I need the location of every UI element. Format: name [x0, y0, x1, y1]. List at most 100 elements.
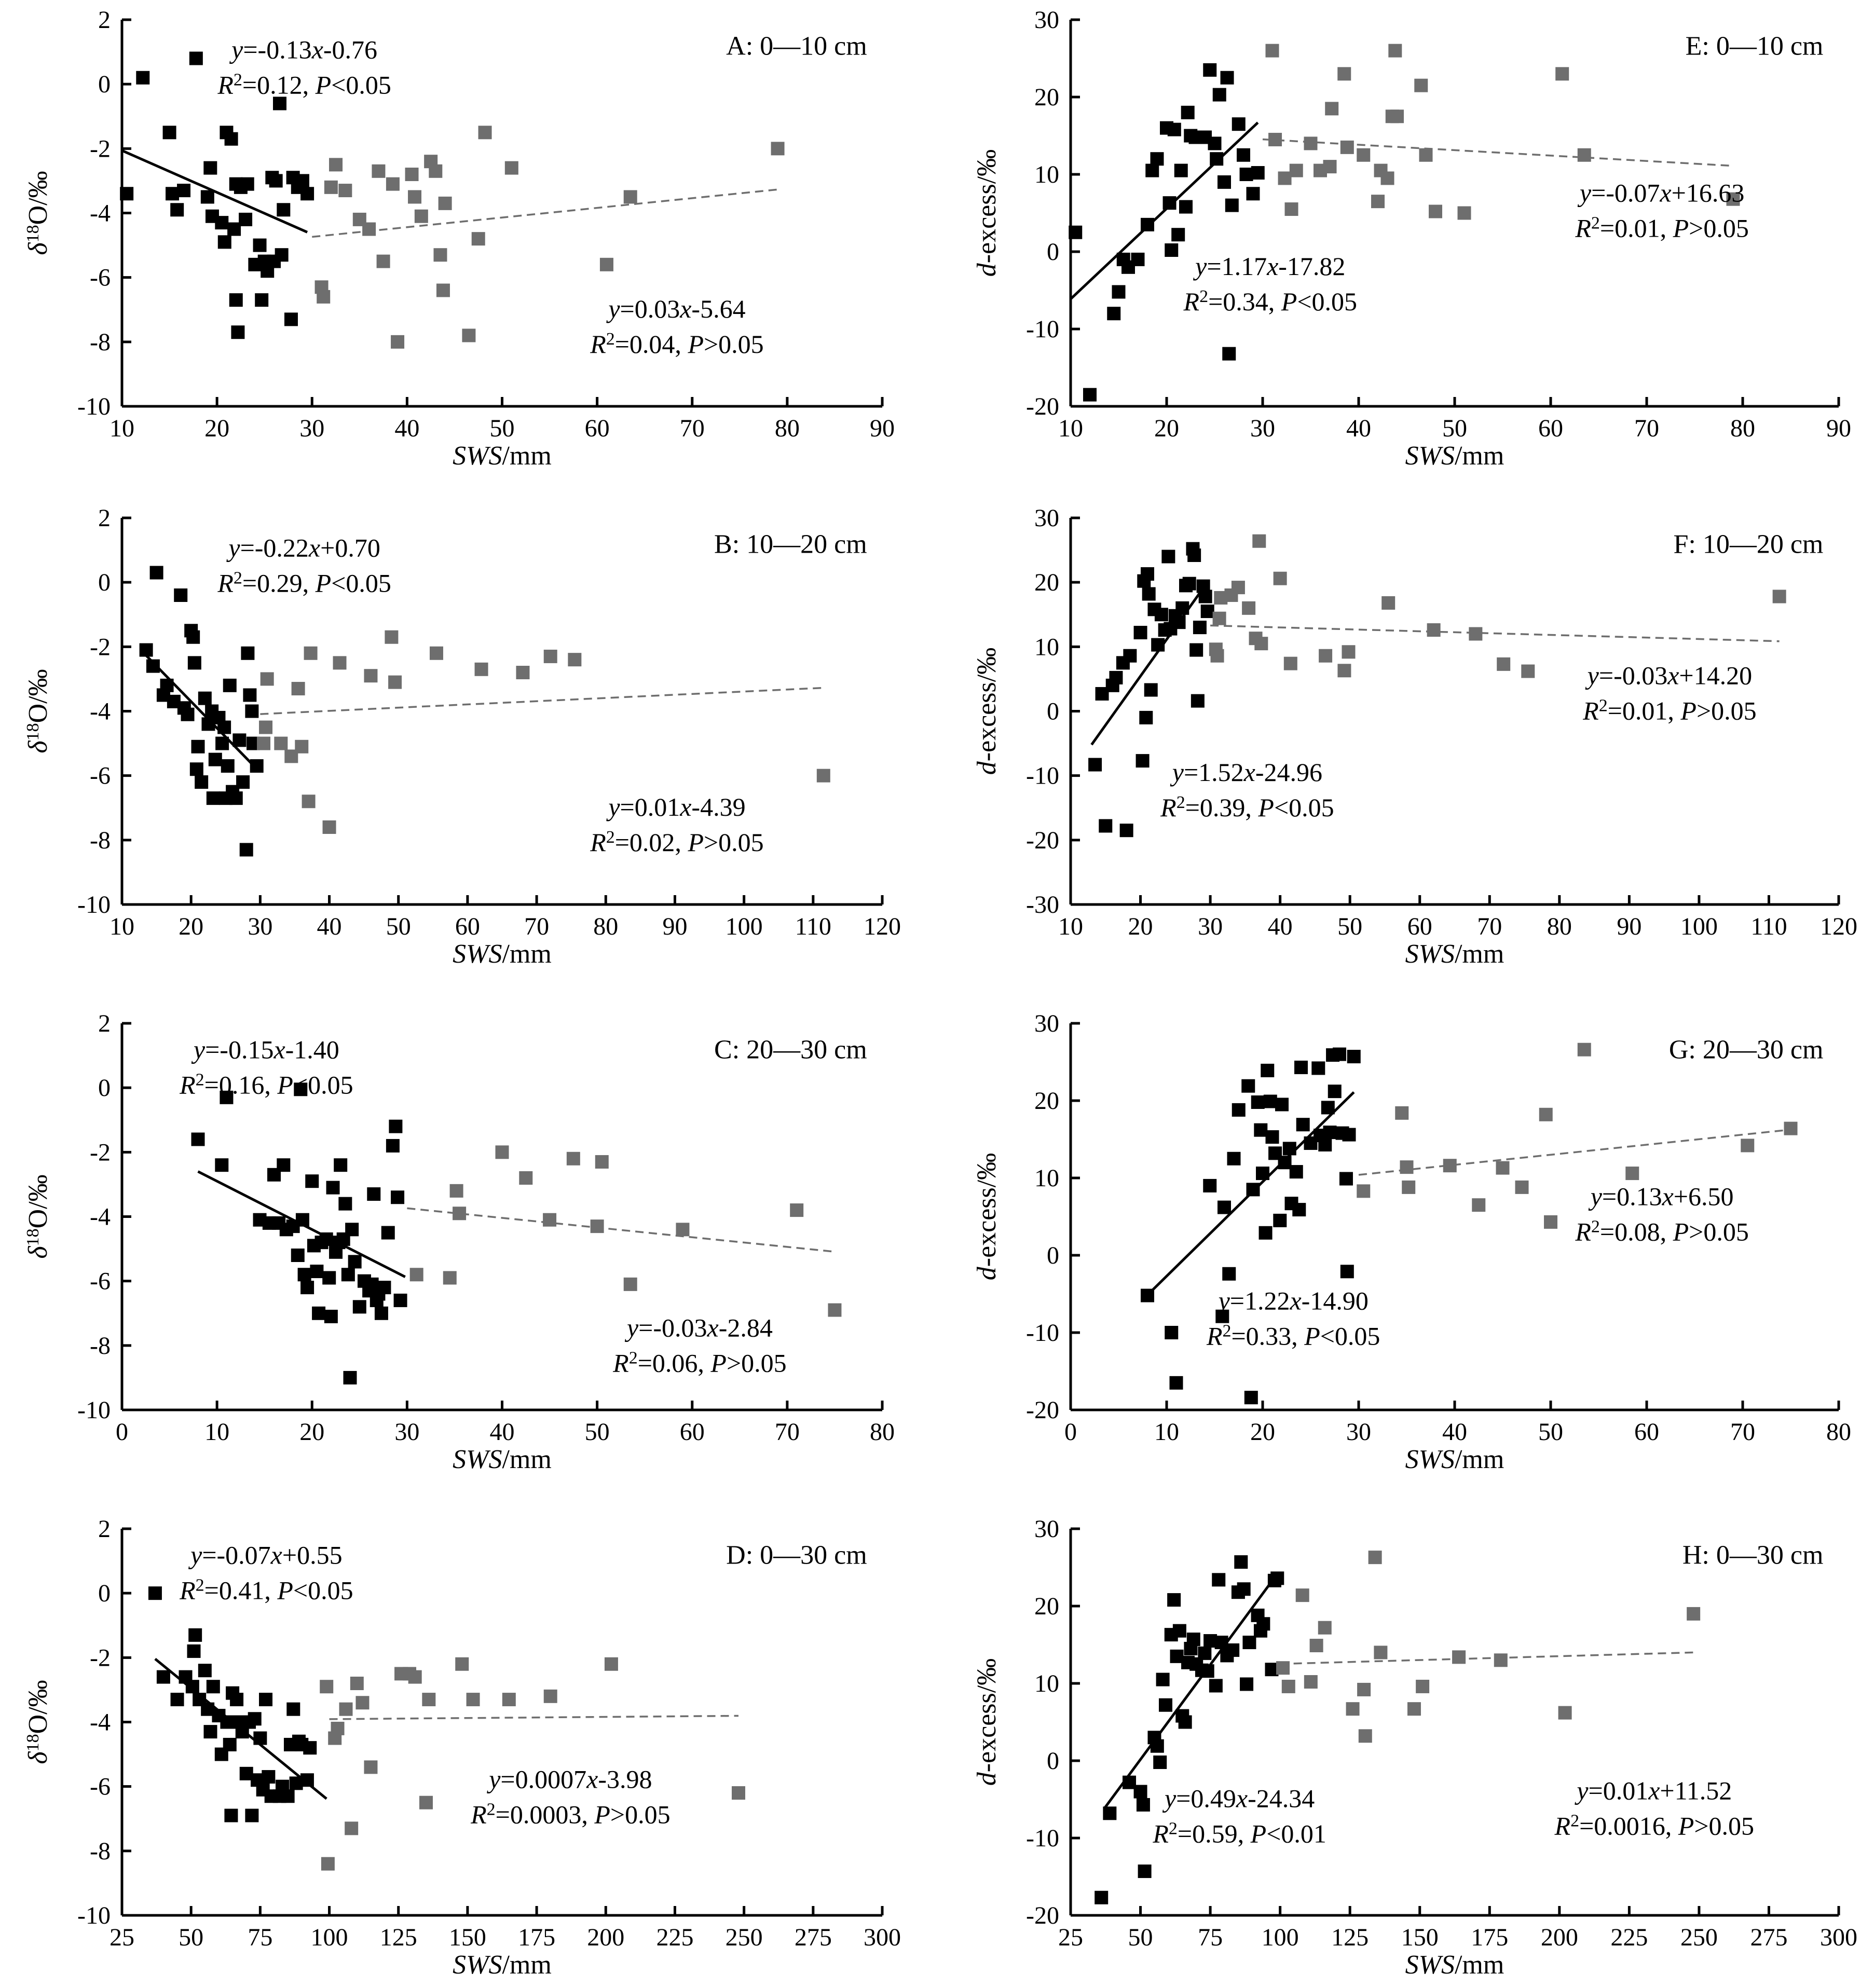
point-low: [1181, 105, 1195, 119]
point-low: [334, 1158, 348, 1172]
point-low: [239, 212, 253, 226]
point-low: [1256, 1167, 1269, 1181]
x-tick-label: 10: [1058, 415, 1083, 442]
point-low: [1226, 1643, 1240, 1657]
point-low: [1136, 1798, 1150, 1812]
y-tick-label: 0: [98, 1580, 111, 1607]
point-high: [1741, 1139, 1755, 1153]
point-low: [303, 1741, 317, 1755]
y-tick-label: -6: [90, 1773, 111, 1801]
point-low: [1278, 1156, 1292, 1170]
point-low: [300, 1773, 314, 1787]
y-tick-label: -2: [90, 135, 111, 162]
fit-stats-high: R2=0.01, P>0.05: [1575, 213, 1749, 242]
point-low: [1296, 1118, 1310, 1132]
point-high: [1357, 148, 1371, 162]
point-high: [1625, 1167, 1639, 1181]
y-tick-label: 0: [1047, 1242, 1059, 1269]
point-low: [200, 190, 214, 204]
panel-f: 10 20 30 40 50 60 70 80 90 100 110 120 -30 -20 -10 0 10 2…: [972, 504, 1857, 969]
point-high: [317, 290, 331, 304]
point-low: [295, 174, 309, 188]
x-tick-label: 50: [490, 415, 515, 442]
panel-b: 10 20 30 40 50 60 70 80 90 100 110 120 -10 -8 -6 -4 -2 0 2…: [23, 504, 901, 969]
point-high: [1268, 132, 1282, 146]
point-low: [1251, 166, 1265, 180]
x-tick-label: 110: [795, 913, 831, 940]
point-low: [1165, 1326, 1179, 1339]
point-high: [1784, 1121, 1798, 1135]
point-low: [223, 1737, 237, 1751]
point-low: [250, 759, 264, 773]
point-low: [1318, 1137, 1332, 1151]
fit-stats-low: R2=0.16, P<0.05: [179, 1070, 353, 1099]
x-tick-label: 50: [1442, 415, 1467, 442]
fit-equation-low: y=1.17x-17.82: [1193, 252, 1345, 281]
x-axis-label: SWS/mm: [453, 441, 552, 471]
y-tick-label: 0: [1047, 698, 1059, 725]
point-low: [208, 752, 222, 766]
y-tick-label: -8: [90, 1332, 111, 1360]
point-high: [1276, 1661, 1290, 1675]
point-low: [322, 1271, 336, 1285]
point-low: [187, 1644, 201, 1658]
y-tick-label: 30: [1034, 504, 1059, 532]
x-tick-label: 20: [1250, 1418, 1275, 1446]
y-tick-label: 30: [1034, 1515, 1059, 1543]
point-high: [1210, 649, 1224, 663]
point-low: [1178, 1715, 1192, 1729]
point-high: [414, 209, 428, 223]
x-tick-label: 30: [248, 913, 272, 940]
x-tick-label: 175: [1471, 1924, 1508, 1951]
point-low: [1232, 1103, 1246, 1117]
point-high: [1265, 44, 1279, 58]
x-tick-label: 250: [1680, 1924, 1718, 1951]
x-tick-label: 30: [1346, 1418, 1371, 1446]
y-tick-label: -6: [90, 1268, 111, 1295]
fit-stats-low: R2=0.34, P<0.05: [1183, 287, 1358, 316]
fit-stats-low: R2=0.12, P<0.05: [217, 71, 391, 100]
point-high: [1357, 1682, 1371, 1696]
point-low: [1186, 1633, 1200, 1647]
point-low: [1174, 163, 1188, 177]
fit-stats-low: R2=0.33, P<0.05: [1206, 1322, 1380, 1351]
x-axis-label: SWS/mm: [453, 1445, 552, 1474]
point-low: [343, 1370, 357, 1384]
x-axis-label: SWS/mm: [453, 1950, 552, 1980]
fit-stats-high: R2=0.08, P>0.05: [1575, 1217, 1749, 1246]
point-high: [274, 736, 288, 750]
point-low: [1198, 589, 1212, 604]
fit-line-low: [121, 149, 308, 234]
point-low: [241, 646, 255, 660]
point-low: [341, 1268, 355, 1282]
fit-equation-low: y=0.49x-24.34: [1162, 1784, 1315, 1813]
point-high: [478, 126, 492, 140]
point-low: [1208, 136, 1222, 150]
point-high: [471, 232, 485, 246]
point-low: [1161, 550, 1175, 564]
point-low: [294, 1082, 308, 1096]
point-low: [1167, 122, 1181, 136]
y-tick-label: -20: [1026, 1396, 1059, 1424]
point-low: [1240, 1677, 1254, 1691]
point-low: [1265, 1130, 1279, 1144]
x-tick-label: 50: [585, 1418, 610, 1446]
point-high: [599, 257, 613, 271]
y-tick-label: 20: [1034, 84, 1059, 111]
point-low: [1273, 1213, 1287, 1227]
y-tick-label: -6: [90, 264, 111, 292]
point-low: [1133, 1785, 1147, 1799]
point-low: [1222, 347, 1236, 361]
point-low: [191, 1132, 205, 1146]
point-high: [543, 649, 557, 663]
point-high: [1577, 148, 1591, 162]
x-tick-label: 60: [1407, 913, 1432, 940]
panel-label: H: 0—30 cm: [1683, 1540, 1824, 1570]
point-low: [1131, 252, 1145, 266]
point-low: [248, 1712, 262, 1726]
point-high: [1374, 1646, 1388, 1660]
fit-line-high: [329, 1715, 738, 1720]
point-high: [1400, 1160, 1414, 1174]
fit-line-high: [260, 687, 824, 715]
